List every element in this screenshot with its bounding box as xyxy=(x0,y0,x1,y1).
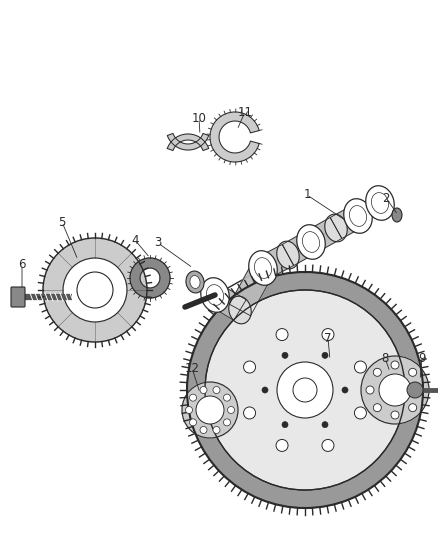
Polygon shape xyxy=(187,272,423,508)
Polygon shape xyxy=(167,133,208,150)
Circle shape xyxy=(391,361,399,369)
Polygon shape xyxy=(209,285,246,320)
Circle shape xyxy=(354,361,367,373)
Circle shape xyxy=(391,411,399,419)
Text: 2: 2 xyxy=(382,191,390,205)
Circle shape xyxy=(190,419,197,426)
Text: 8: 8 xyxy=(381,351,389,365)
Circle shape xyxy=(322,439,334,451)
Circle shape xyxy=(200,386,207,393)
Ellipse shape xyxy=(249,251,277,285)
Circle shape xyxy=(282,352,288,358)
Ellipse shape xyxy=(392,208,402,222)
Text: 3: 3 xyxy=(154,237,162,249)
Polygon shape xyxy=(182,382,238,438)
Text: 6: 6 xyxy=(18,259,26,271)
Circle shape xyxy=(223,419,230,426)
Ellipse shape xyxy=(229,296,251,324)
Circle shape xyxy=(213,386,220,393)
Ellipse shape xyxy=(201,278,229,312)
Circle shape xyxy=(223,394,230,401)
Text: 10: 10 xyxy=(191,111,206,125)
Circle shape xyxy=(262,387,268,393)
Text: 12: 12 xyxy=(184,361,199,375)
Circle shape xyxy=(190,394,197,401)
Circle shape xyxy=(379,374,411,406)
Circle shape xyxy=(77,272,113,308)
Circle shape xyxy=(186,407,192,414)
Text: 4: 4 xyxy=(131,233,139,246)
Circle shape xyxy=(293,378,317,402)
Polygon shape xyxy=(167,134,208,150)
Text: 7: 7 xyxy=(324,332,332,344)
Circle shape xyxy=(205,290,405,490)
Polygon shape xyxy=(210,112,259,162)
Circle shape xyxy=(227,407,234,414)
Polygon shape xyxy=(361,356,429,424)
Text: 11: 11 xyxy=(237,106,252,118)
Circle shape xyxy=(276,328,288,341)
Polygon shape xyxy=(282,231,317,265)
Circle shape xyxy=(342,387,348,393)
Circle shape xyxy=(196,396,224,424)
Circle shape xyxy=(366,386,374,394)
Ellipse shape xyxy=(366,185,394,220)
Circle shape xyxy=(244,407,255,419)
Circle shape xyxy=(213,426,220,433)
Circle shape xyxy=(407,382,423,398)
Polygon shape xyxy=(130,258,170,298)
Circle shape xyxy=(416,386,424,394)
Ellipse shape xyxy=(186,271,204,293)
Circle shape xyxy=(276,439,288,451)
Circle shape xyxy=(322,422,328,427)
Ellipse shape xyxy=(297,225,325,259)
Text: 5: 5 xyxy=(58,215,66,229)
Circle shape xyxy=(282,422,288,427)
Circle shape xyxy=(322,352,328,358)
Text: 1: 1 xyxy=(303,189,311,201)
Circle shape xyxy=(409,403,417,411)
Circle shape xyxy=(409,368,417,376)
Circle shape xyxy=(322,328,334,341)
Circle shape xyxy=(373,368,381,376)
Polygon shape xyxy=(330,205,364,239)
Text: 9: 9 xyxy=(418,351,426,365)
Circle shape xyxy=(277,362,333,418)
Ellipse shape xyxy=(190,276,200,288)
Circle shape xyxy=(354,407,367,419)
Polygon shape xyxy=(43,238,147,342)
Circle shape xyxy=(373,403,381,411)
Ellipse shape xyxy=(277,241,299,269)
FancyBboxPatch shape xyxy=(11,287,25,307)
Circle shape xyxy=(200,426,207,433)
Polygon shape xyxy=(230,262,273,316)
Polygon shape xyxy=(305,217,342,253)
Polygon shape xyxy=(258,244,293,279)
Ellipse shape xyxy=(344,199,372,233)
Ellipse shape xyxy=(325,214,347,242)
Circle shape xyxy=(244,361,255,373)
